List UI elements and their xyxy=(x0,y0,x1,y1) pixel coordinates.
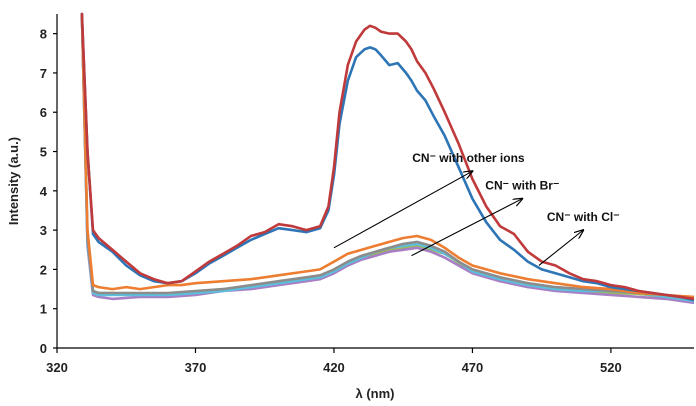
y-tick-label: 7 xyxy=(40,66,47,81)
series-line-7 xyxy=(80,12,694,303)
y-tick-label: 5 xyxy=(40,145,47,160)
annotations: CN⁻ with other ions CN⁻ with Br⁻ CN⁻ with … xyxy=(333,151,620,266)
annotation-label-1: CN⁻ with other ions xyxy=(412,151,525,165)
annotation-arrow-1 xyxy=(333,171,472,249)
ticks: 0 1 2 3 4 5 6 7 8 320 370 420 470 520 xyxy=(40,27,622,375)
series-line-4 xyxy=(80,12,694,301)
y-tick-label: 8 xyxy=(40,27,47,42)
x-tick-label: 320 xyxy=(46,360,68,375)
series-line-2 xyxy=(80,12,694,302)
series-line-6 xyxy=(80,12,694,305)
y-tick-label: 2 xyxy=(40,262,47,277)
y-tick-label: 4 xyxy=(40,184,48,199)
series-line-3 xyxy=(80,12,694,299)
x-tick-label: 470 xyxy=(462,360,484,375)
x-tick-label: 420 xyxy=(323,360,345,375)
y-axis-label: Intensity (a.u.) xyxy=(6,137,21,225)
annotation-arrow-3 xyxy=(538,230,583,266)
y-tick-label: 1 xyxy=(40,302,47,317)
x-tick-label: 520 xyxy=(600,360,622,375)
series-line-5 xyxy=(80,12,694,303)
y-tick-label: 0 xyxy=(40,341,47,356)
x-axis-label: λ (nm) xyxy=(356,386,395,401)
series-lines xyxy=(80,12,694,305)
axes xyxy=(56,14,694,349)
y-tick-label: 3 xyxy=(40,223,47,238)
annotation-label-3: CN⁻ with Cl⁻ xyxy=(547,210,620,224)
y-tick-label: 6 xyxy=(40,105,47,120)
x-tick-label: 370 xyxy=(185,360,207,375)
annotation-label-2: CN⁻ with Br⁻ xyxy=(485,179,559,193)
annotation-arrow-2 xyxy=(411,199,523,257)
series-line-1 xyxy=(80,12,694,301)
